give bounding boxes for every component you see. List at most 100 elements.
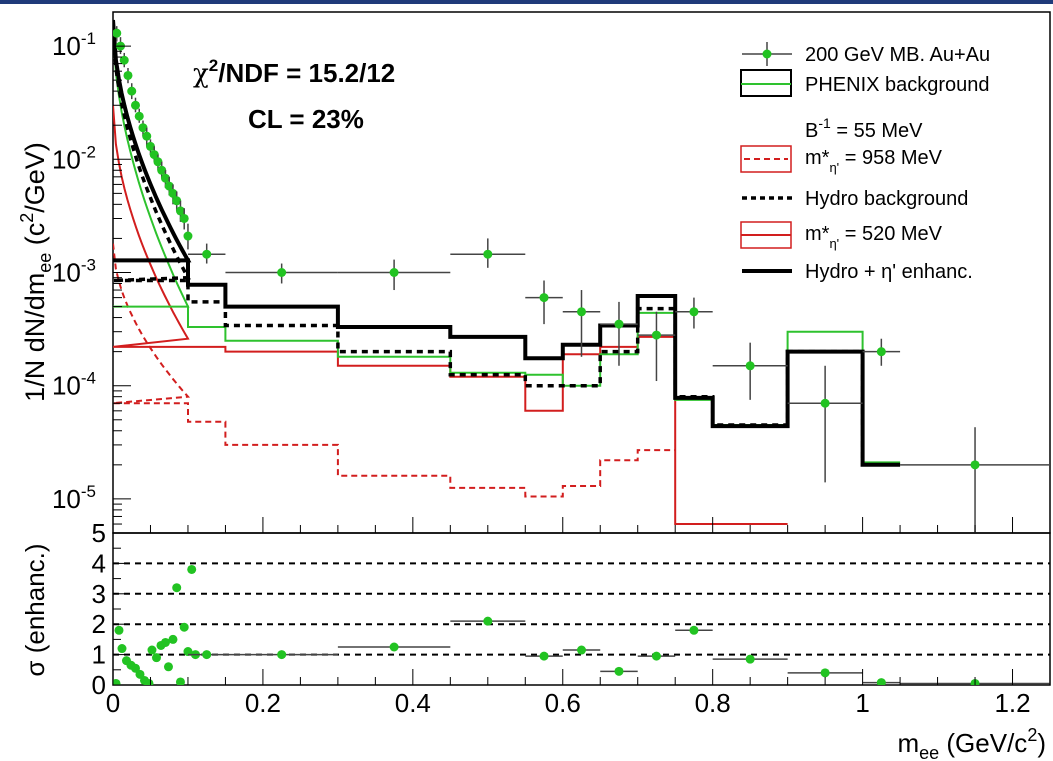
y-tick-label: 10-2 (52, 142, 96, 174)
sigma-point (389, 642, 399, 652)
legend-entry-data: 200 GeV MB. Au+Au (742, 42, 990, 66)
data-point (483, 249, 493, 259)
legend-label-hydro-bg: Hydro background (805, 188, 968, 210)
data-point (172, 196, 182, 206)
data-point (123, 70, 133, 80)
sigma-point (614, 666, 624, 676)
data-point (160, 173, 170, 183)
data-point (153, 157, 163, 167)
data-point (389, 268, 399, 277)
lower-y-axis-title: σ (enhanc.) (20, 543, 50, 676)
x-tick-label: 0.8 (695, 688, 731, 718)
sigma-point (745, 654, 755, 664)
sigma-tick-label: 4 (92, 548, 106, 578)
data-point (202, 249, 212, 259)
legend-entry-hydro-bg: Hydro background (742, 188, 968, 210)
legend: 200 GeV MB. Au+Au PHENIX background B-1 … (740, 42, 990, 283)
sigma-point (172, 583, 182, 593)
chi2-ndf-label: χ2/NDF = 15.2/12 (193, 56, 395, 89)
data-point (130, 100, 140, 110)
data-point (119, 55, 129, 65)
sigma-point (163, 662, 173, 672)
legend-entry-hydro-eta: Hydro + η' enhanc. (742, 261, 973, 283)
data-point (138, 123, 148, 133)
x-tick-label: 0.2 (245, 688, 281, 718)
x-tick-label: 0 (106, 688, 120, 718)
y-tick-label: 10-1 (52, 29, 96, 61)
data-point (179, 213, 189, 223)
sigma-point (202, 650, 212, 660)
sigma-point (114, 625, 124, 635)
legend-label-hydro-eta: Hydro + η' enhanc. (805, 261, 973, 283)
data-point (614, 319, 624, 329)
sigma-point (175, 677, 185, 685)
data-point (183, 231, 193, 241)
sigma-tick-label: 1 (92, 640, 106, 670)
data-point (149, 150, 159, 160)
series-black-solid (113, 19, 901, 467)
legend-entry-m520: m*η' = 520 MeV (740, 221, 943, 251)
data-point (970, 460, 980, 470)
y-tick-label: 10-4 (52, 369, 96, 401)
sigma-point (277, 650, 287, 660)
y-tick-label: 10-5 (52, 482, 96, 514)
sigma-point (147, 645, 157, 655)
legend-label-m958: m*η' = 958 MeV (805, 147, 943, 175)
data-point (157, 165, 167, 175)
data-point (539, 293, 549, 303)
sigma-point (651, 651, 661, 661)
y-tick-label: 10-3 (52, 256, 96, 288)
sigma-point (876, 678, 886, 685)
data-point (134, 111, 144, 121)
legend-label-data: 200 GeV MB. Au+Au (805, 44, 990, 66)
legend-entry-m958: m*η' = 958 MeV (740, 145, 943, 175)
data-point (168, 188, 178, 198)
sigma-point (539, 651, 549, 661)
data-point (175, 206, 185, 216)
series-black-dashed (113, 25, 901, 467)
data-point (127, 86, 137, 96)
sigma-point (187, 564, 197, 574)
sigma-point (144, 678, 154, 685)
series-green-solid (113, 26, 901, 464)
data-point (145, 141, 155, 151)
legend-label-b: B-1 = 55 MeV (805, 115, 923, 142)
sigma-point (160, 637, 170, 647)
series-red-solid (113, 105, 788, 525)
lower-panel-frame (112, 532, 1051, 686)
legend-entry-phenix: PHENIX background (740, 69, 990, 97)
sigma-point (179, 622, 189, 632)
sigma-tick-label: 5 (92, 518, 106, 548)
upper-y-tick-labels: 10-1 10-2 10-3 10-4 10-5 (52, 29, 96, 514)
series-red-dashed (113, 243, 676, 498)
data-point (142, 131, 152, 141)
top-border (0, 0, 1053, 4)
confidence-level-label: CL = 23% (248, 104, 364, 134)
lower-y-tick-labels: 0 1 2 3 4 5 (92, 518, 106, 700)
x-tick-labels: 0 0.2 0.4 0.6 0.8 1 1.2 (106, 688, 1031, 718)
sigma-point (689, 625, 699, 635)
sigma-point (483, 616, 493, 626)
data-point (113, 28, 122, 38)
sigma-point (168, 634, 178, 644)
sigma-tick-label: 3 (92, 579, 106, 609)
data-point (164, 181, 174, 191)
data-point (820, 398, 830, 408)
upper-y-axis-title: 1/N dN/dmee (c2/GeV) (17, 142, 55, 402)
data-point (651, 330, 661, 340)
sigma-point (820, 668, 830, 678)
sigma-reference-lines (113, 562, 1050, 656)
data-point (277, 268, 287, 277)
upper-points-group (113, 26, 1050, 533)
x-tick-label: 1.2 (994, 688, 1030, 718)
sigma-point (151, 653, 161, 663)
data-point (745, 361, 755, 371)
lower-points-group (113, 564, 1050, 685)
upper-series-group (113, 19, 901, 525)
data-point (577, 307, 586, 317)
tick-marks (112, 11, 1051, 686)
legend-label-phenix: PHENIX background (805, 74, 990, 96)
x-axis-title: mee (GeV/c2) (897, 725, 1046, 761)
